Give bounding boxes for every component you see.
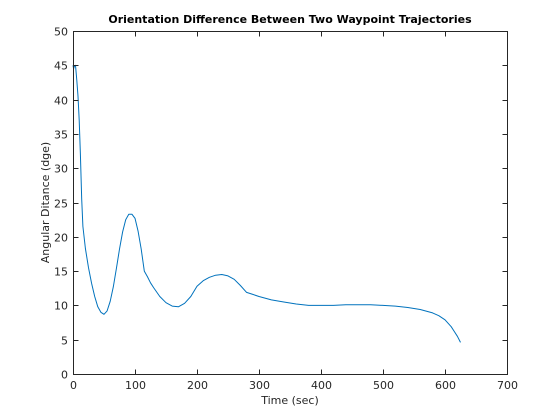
y-tick-label: 50 — [54, 26, 68, 39]
y-axis-label: Angular Ditance (dge) — [39, 142, 52, 263]
x-axis: 0 100 200 300 400 500 600 700 — [70, 31, 518, 392]
x-tick-label: 200 — [187, 379, 208, 392]
x-tick-label: 400 — [311, 379, 332, 392]
y-tick-label: 0 — [61, 369, 68, 382]
x-tick-label: 500 — [373, 379, 394, 392]
y-tick-label: 10 — [54, 300, 68, 313]
x-tick-label: 300 — [249, 379, 270, 392]
y-tick-label: 30 — [54, 163, 68, 176]
chart-title: Orientation Difference Between Two Waypo… — [108, 13, 472, 26]
x-tick-label: 0 — [70, 379, 77, 392]
y-tick-label: 15 — [54, 266, 68, 279]
x-tick-label: 700 — [497, 379, 518, 392]
series-layer — [72, 64, 461, 343]
x-axis-label: Time (sec) — [260, 394, 319, 407]
y-axis: 0 5 10 15 20 25 30 35 40 45 50 — [54, 26, 508, 382]
x-tick-label: 100 — [125, 379, 146, 392]
x-tick-label: 600 — [435, 379, 456, 392]
plot-area — [73, 31, 507, 374]
series-line — [72, 64, 461, 343]
y-tick-label: 5 — [61, 335, 68, 348]
y-tick-label: 35 — [54, 129, 68, 142]
y-tick-label: 20 — [54, 232, 68, 245]
y-tick-label: 25 — [54, 198, 68, 211]
y-tick-label: 45 — [54, 60, 68, 73]
y-tick-label: 40 — [54, 95, 68, 108]
